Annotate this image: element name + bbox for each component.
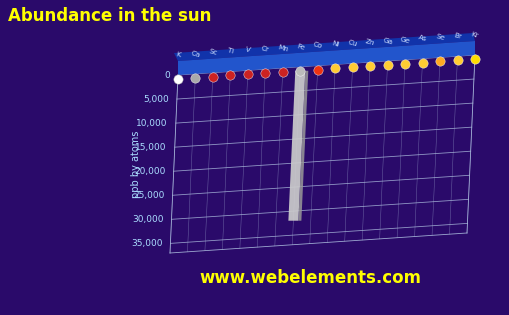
- Text: Cu: Cu: [347, 39, 357, 48]
- Point: [191, 75, 199, 80]
- Point: [418, 60, 426, 65]
- Text: Fe: Fe: [295, 43, 304, 51]
- Text: Cr: Cr: [260, 45, 269, 53]
- Text: Br: Br: [452, 32, 461, 40]
- Text: V: V: [244, 46, 250, 53]
- Text: 30,000: 30,000: [132, 215, 163, 224]
- Point: [174, 77, 182, 82]
- Text: Co: Co: [312, 42, 322, 50]
- Text: www.webelements.com: www.webelements.com: [199, 269, 420, 287]
- Text: Ga: Ga: [381, 37, 392, 45]
- Point: [226, 73, 234, 78]
- Polygon shape: [298, 71, 307, 221]
- Point: [348, 65, 356, 70]
- Text: Kr: Kr: [470, 31, 478, 39]
- Point: [261, 71, 269, 76]
- Polygon shape: [288, 71, 305, 221]
- Text: Ni: Ni: [330, 40, 339, 48]
- Text: Zn: Zn: [364, 38, 375, 46]
- Point: [209, 74, 217, 79]
- Text: Sc: Sc: [208, 49, 217, 57]
- Text: Mn: Mn: [276, 44, 288, 53]
- Text: 20,000: 20,000: [134, 167, 165, 176]
- Text: 0: 0: [164, 71, 169, 79]
- Text: K: K: [175, 51, 181, 58]
- Text: 15,000: 15,000: [135, 143, 166, 152]
- Point: [470, 56, 478, 61]
- Text: Ti: Ti: [226, 48, 234, 55]
- Point: [313, 67, 321, 72]
- Text: Ca: Ca: [190, 50, 201, 58]
- Point: [383, 62, 391, 67]
- Point: [453, 58, 461, 63]
- Text: ppb by atoms: ppb by atoms: [131, 130, 140, 198]
- Point: [330, 66, 338, 71]
- Text: Ge: Ge: [399, 36, 410, 44]
- Polygon shape: [174, 33, 474, 61]
- Polygon shape: [178, 41, 474, 75]
- Point: [243, 72, 251, 77]
- Text: Abundance in the sun: Abundance in the sun: [8, 7, 211, 25]
- Point: [365, 64, 374, 69]
- Point: [400, 61, 408, 66]
- Text: 10,000: 10,000: [136, 119, 167, 128]
- Text: 35,000: 35,000: [131, 239, 162, 248]
- Text: Se: Se: [434, 33, 444, 42]
- Point: [435, 59, 443, 64]
- Text: 5,000: 5,000: [143, 94, 168, 104]
- Point: [278, 69, 287, 74]
- Point: [296, 68, 304, 73]
- Text: 25,000: 25,000: [133, 191, 164, 200]
- Text: As: As: [417, 35, 427, 43]
